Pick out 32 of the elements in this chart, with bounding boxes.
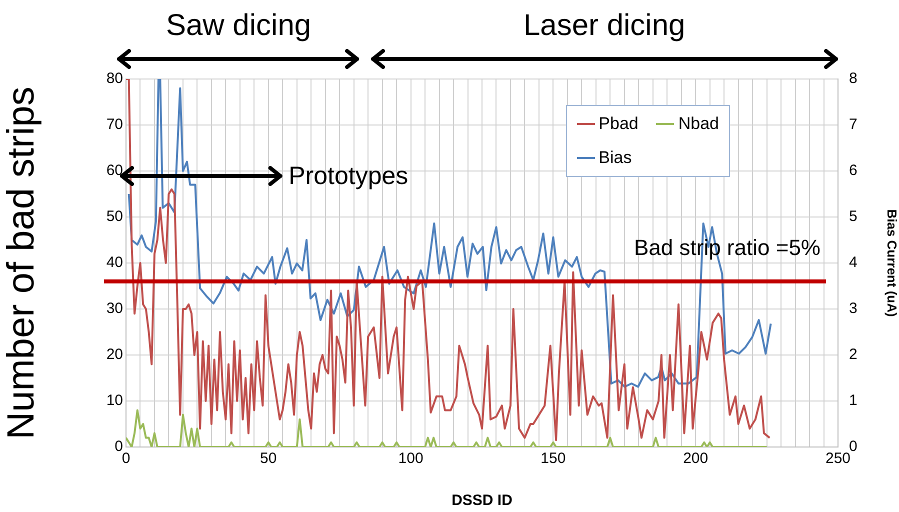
y2-tick-label: 2 [849, 346, 858, 364]
x-tick-label: 250 [825, 450, 851, 468]
y2-tick-label: 6 [849, 162, 858, 180]
x-tick-label: 50 [260, 450, 277, 468]
y-tick-label: 0 [114, 438, 123, 456]
y2-tick-label: 8 [849, 70, 858, 88]
x-tick-label: 150 [540, 450, 566, 468]
x-axis-title: DSSD ID [452, 492, 513, 510]
legend-label: Bias [598, 148, 632, 168]
text: Saw dicing [166, 9, 312, 43]
y-axis-title: Number of bad strips [0, 86, 42, 440]
y2-tick-label: 7 [849, 116, 858, 134]
y-tick-label: 50 [106, 208, 123, 226]
y-tick-label: 30 [106, 300, 123, 318]
y-tick-label: 40 [106, 254, 123, 272]
y-tick-label: 70 [106, 116, 123, 134]
annotation: Prototypes [288, 162, 408, 190]
y2-tick-label: 5 [849, 208, 858, 226]
text: Laser dicing [523, 9, 686, 43]
y-tick-label: 60 [106, 162, 123, 180]
y-tick-label: 10 [106, 392, 123, 410]
y2-tick-label: 1 [849, 392, 858, 410]
x-tick-label: 200 [683, 450, 708, 468]
y2-tick-label: 3 [849, 300, 858, 318]
x-tick-label: 100 [398, 450, 424, 468]
y2-axis-title: Bias Current (uA) [884, 209, 899, 317]
legend-label: Nbad [678, 114, 719, 134]
legend-label: Pbad [598, 114, 638, 134]
y2-tick-label: 4 [849, 254, 858, 272]
y-tick-label: 80 [106, 70, 123, 88]
y2-tick-label: 0 [849, 438, 858, 456]
y-tick-label: 20 [106, 346, 123, 364]
